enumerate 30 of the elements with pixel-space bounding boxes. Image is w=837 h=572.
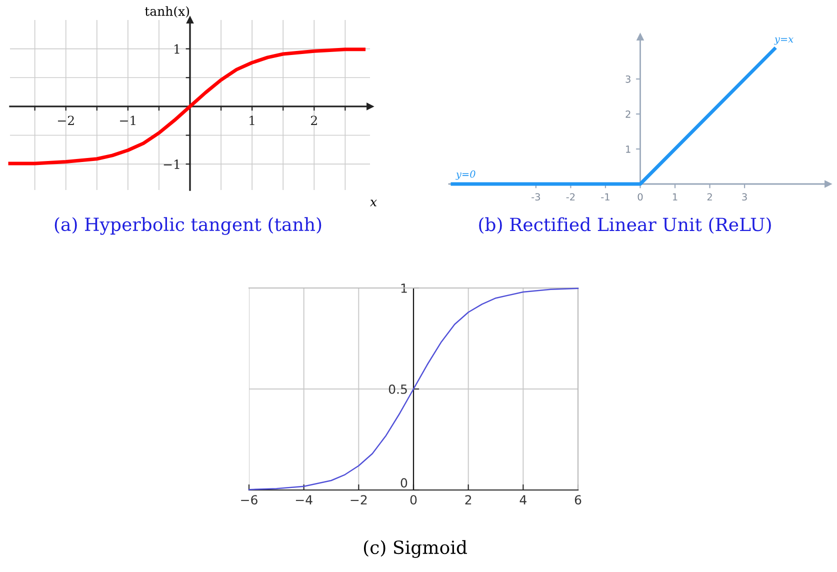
x-tick-label: −6 bbox=[241, 495, 258, 505]
x-tick-label: 2 bbox=[311, 116, 317, 125]
x-tick-label: 2 bbox=[707, 193, 712, 200]
x-tick-label: 1 bbox=[250, 116, 254, 125]
y-tick-label: 0 bbox=[400, 478, 408, 488]
text: (b) Rectified Linear Unit (ReLU) bbox=[479, 217, 771, 234]
x-tick-label: -3 bbox=[532, 193, 540, 201]
y-tick-label: 3 bbox=[626, 75, 630, 83]
x-tick-label: -2 bbox=[566, 193, 575, 200]
text: (a) Hyperbolic tangent (tanh) bbox=[54, 217, 322, 235]
x-tick-label: −4 bbox=[296, 495, 312, 504]
y-tick-label: 1 bbox=[626, 146, 630, 153]
x-tick-label: 6 bbox=[574, 495, 582, 505]
x-tick-label: 0 bbox=[410, 495, 417, 505]
y-tick-label: 0.5 bbox=[388, 384, 407, 394]
x-tick-label: 0 bbox=[638, 193, 643, 201]
x-tick-label: −2 bbox=[350, 495, 367, 504]
x-axis-title: x bbox=[370, 200, 377, 206]
text: (c) Sigmoid bbox=[364, 540, 467, 558]
x-tick-label: 3 bbox=[742, 193, 747, 201]
x-tick-label: −1 bbox=[120, 116, 136, 125]
x-tick-label: 2 bbox=[465, 495, 472, 504]
x-tick-label: −2 bbox=[58, 116, 74, 125]
annotation: y=x bbox=[774, 37, 794, 45]
x-tick-label: 1 bbox=[672, 193, 678, 200]
y-tick-label: 2 bbox=[626, 110, 630, 118]
x-tick-label: -1 bbox=[601, 193, 610, 200]
annotation: y=0 bbox=[456, 170, 476, 180]
y-axis-title: tanh(x) bbox=[144, 6, 190, 18]
x-tick-label: 4 bbox=[520, 495, 526, 504]
